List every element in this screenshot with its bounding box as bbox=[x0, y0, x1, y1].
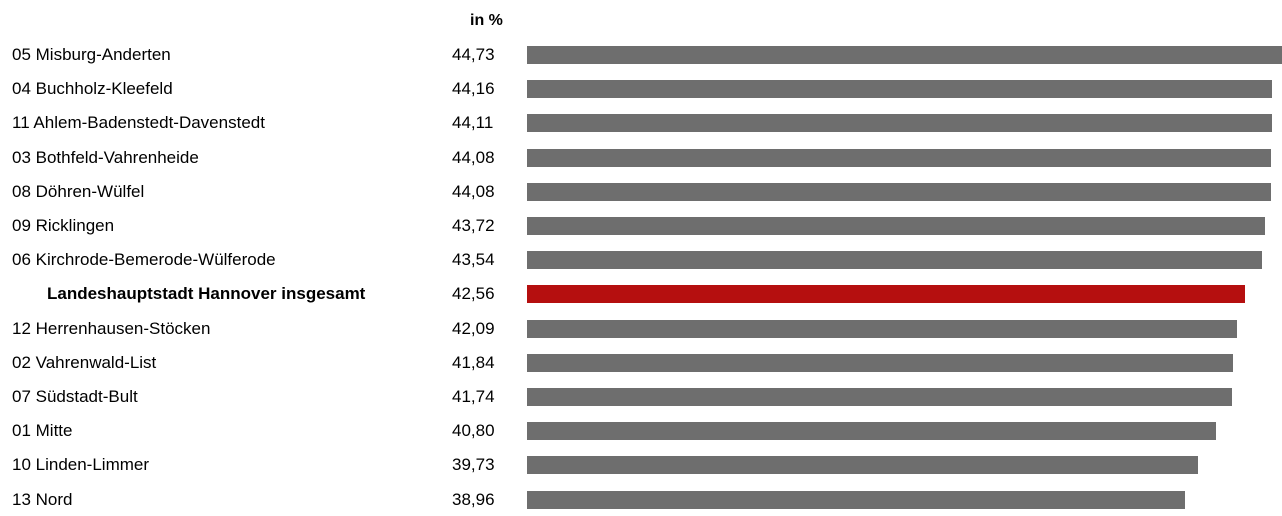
category-label: 13 Nord bbox=[12, 489, 73, 509]
value-label: 43,54 bbox=[452, 250, 495, 270]
category-label: 03 Bothfeld-Vahrenheide bbox=[12, 147, 199, 167]
value-label: 44,08 bbox=[452, 181, 495, 201]
value-label: 44,16 bbox=[452, 79, 495, 99]
bar bbox=[527, 148, 1272, 167]
unit-label: in % bbox=[470, 12, 503, 29]
category-label: 08 Döhren-Wülfel bbox=[12, 181, 145, 201]
value-label: 44,08 bbox=[452, 147, 495, 167]
category-label: 11 Ahlem-Badenstedt-Davenstedt bbox=[12, 113, 265, 133]
bar bbox=[527, 319, 1238, 338]
category-label: 02 Vahrenwald-List bbox=[12, 352, 157, 372]
value-label: 44,73 bbox=[452, 45, 495, 64]
bar bbox=[527, 217, 1265, 235]
value-label: 42,09 bbox=[452, 318, 495, 338]
value-label: 41,74 bbox=[452, 387, 495, 406]
category-label: 04 Buchholz-Kleefeld bbox=[12, 79, 173, 99]
bar-total bbox=[527, 285, 1246, 304]
category-label: 06 Kirchrode-Bemerode-Wülferode bbox=[12, 250, 276, 270]
bar bbox=[527, 114, 1272, 133]
value-label: 42,56 bbox=[452, 284, 495, 304]
value-label: 39,73 bbox=[452, 455, 495, 475]
category-label: 05 Misburg-Anderten bbox=[12, 45, 171, 64]
category-label: 12 Herrenhausen-Stöcken bbox=[12, 318, 211, 338]
bar bbox=[527, 46, 1282, 64]
value-label: 44,11 bbox=[452, 113, 494, 133]
value-label: 38,96 bbox=[452, 489, 495, 509]
value-label: 43,72 bbox=[452, 216, 495, 235]
bar bbox=[527, 251, 1262, 270]
bar bbox=[527, 353, 1234, 372]
category-label: 01 Mitte bbox=[12, 421, 73, 441]
bar bbox=[527, 388, 1232, 406]
value-label: 41,84 bbox=[452, 352, 495, 372]
value-label: 40,80 bbox=[452, 421, 495, 441]
category-label: 09 Ricklingen bbox=[12, 216, 115, 235]
category-label-total: Landeshauptstadt Hannover insgesamt bbox=[47, 284, 366, 304]
category-label: 10 Linden-Limmer bbox=[12, 455, 150, 475]
bar bbox=[527, 422, 1216, 441]
bar bbox=[527, 182, 1272, 201]
bar bbox=[527, 490, 1185, 509]
bar bbox=[527, 456, 1198, 475]
bar bbox=[527, 80, 1273, 99]
category-label: 07 Südstadt-Bult bbox=[12, 387, 138, 406]
